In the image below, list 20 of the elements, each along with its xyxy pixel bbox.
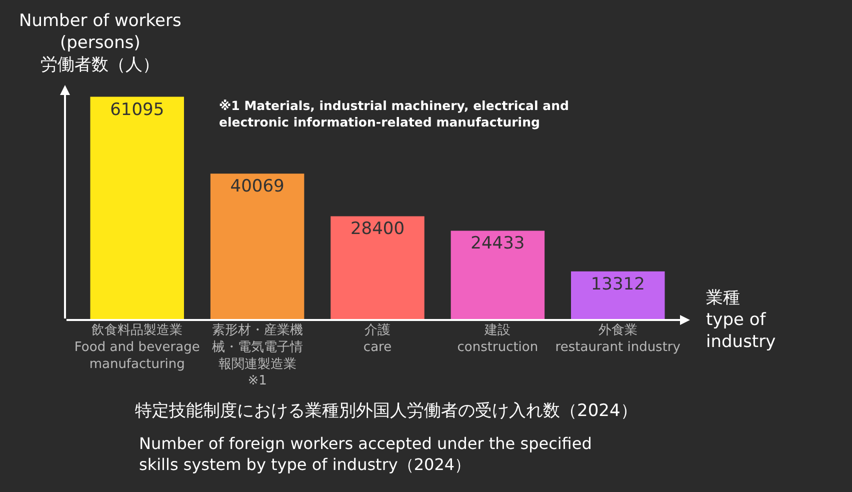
text: 特定技能制度における業種別外国人労働者の受け入れ数（2024） bbox=[135, 400, 638, 421]
data-label: 61095 bbox=[110, 100, 164, 120]
x-tick-label: 介護 care bbox=[363, 323, 392, 355]
bar bbox=[571, 271, 665, 320]
x-tick-label: 素形材・産業機械・電気電子情報関連製造業 ※1 bbox=[212, 322, 303, 389]
data-label: 40069 bbox=[230, 176, 284, 197]
x-tick-label: 外食業 restaurant industry bbox=[555, 323, 681, 355]
bar bbox=[210, 174, 304, 320]
bar bbox=[450, 230, 545, 320]
bar bbox=[330, 216, 424, 320]
data-label: 24433 bbox=[470, 234, 525, 254]
y-axis-title: Number of workers (persons) 労働者数（人） bbox=[19, 11, 182, 76]
data-label: 28400 bbox=[350, 219, 405, 240]
text: Number of foreign workers accepted under the specified skills system by type of industry（2024） bbox=[139, 434, 592, 474]
x-axis-title: 業種 type of industry bbox=[706, 288, 776, 352]
annotation: ※1 Materials, industrial machinery, electrical and electronic information-related manufacturing bbox=[219, 98, 569, 130]
x-tick-label: 建設 construction bbox=[457, 323, 538, 355]
bar bbox=[90, 96, 184, 320]
data-label: 13312 bbox=[590, 274, 645, 294]
x-tick-label: 飲食料品製造業 Food and beverage manufacturing bbox=[74, 323, 200, 372]
